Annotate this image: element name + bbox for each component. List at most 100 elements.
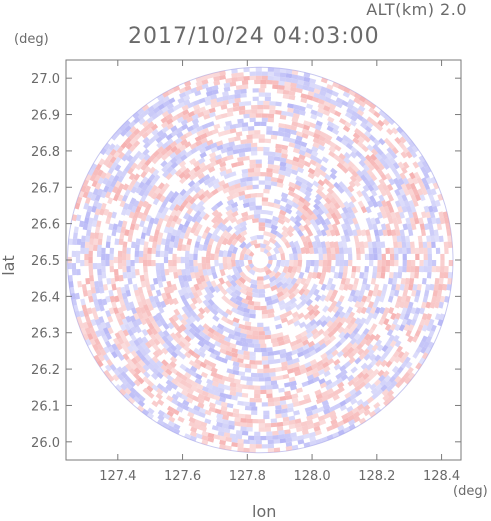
radar-cell: [146, 184, 154, 192]
radar-cell: [326, 425, 334, 432]
radar-cell: [359, 317, 367, 325]
radar-cell: [248, 268, 256, 276]
radar-cell: [141, 408, 150, 416]
radar-cell: [365, 154, 373, 162]
radar-cell: [307, 423, 315, 430]
radar-cell: [318, 277, 325, 285]
radar-cell: [183, 280, 190, 288]
radar-cell: [322, 329, 330, 337]
radar-cell: [165, 384, 173, 392]
radar-cell: [362, 372, 370, 380]
radar-cell: [253, 213, 261, 219]
radar-cell: [89, 327, 96, 335]
radar-cell: [288, 292, 296, 300]
radar-cell: [156, 360, 164, 368]
radar-cell: [411, 223, 417, 231]
radar-cell: [240, 246, 248, 255]
radar-cell: [99, 329, 106, 338]
radar-cell: [372, 200, 379, 208]
radar-cell: [225, 213, 234, 221]
radar-cell: [222, 375, 230, 382]
radar-cell: [269, 275, 277, 283]
radar-cell: [221, 295, 229, 303]
radar-cell: [226, 319, 234, 326]
radar-cell: [193, 170, 202, 178]
radar-cell: [402, 351, 410, 359]
radar-cell: [185, 286, 192, 294]
radar-cell: [296, 346, 305, 353]
radar-cell: [272, 430, 279, 436]
radar-cell: [117, 307, 124, 315]
radar-cell: [273, 439, 281, 444]
radar-cell: [437, 193, 444, 201]
radar-cell: [279, 165, 287, 172]
radar-cell: [399, 172, 407, 180]
radar-cell: [204, 144, 212, 151]
radar-cell: [132, 320, 139, 329]
radar-cell: [207, 432, 215, 439]
radar-cell: [335, 260, 340, 267]
radar-cell: [222, 187, 230, 194]
radar-cell: [167, 107, 175, 115]
radar-cell: [305, 277, 312, 285]
radar-cell: [162, 206, 170, 214]
radar-cell: [249, 163, 256, 169]
radar-cell: [296, 167, 305, 174]
radar-cell: [175, 157, 183, 165]
radar-cell: [430, 176, 437, 184]
radar-cell: [249, 71, 256, 76]
radar-cell: [432, 182, 439, 190]
radar-cell: [136, 336, 144, 345]
radar-cell: [186, 207, 194, 215]
radar-cell: [264, 427, 271, 432]
radar-cell: [162, 91, 170, 98]
radar-cell: [128, 301, 135, 309]
radar-cell: [203, 306, 211, 314]
radar-cell: [93, 214, 99, 222]
radar-cell: [94, 232, 100, 239]
radar-cell: [319, 314, 327, 323]
radar-cell: [112, 194, 120, 202]
radar-cell: [306, 208, 314, 216]
radar-cell: [251, 288, 259, 294]
radar-cell: [174, 148, 182, 156]
radar-cell: [214, 154, 223, 161]
radar-cell: [228, 98, 235, 104]
radar-cell: [255, 67, 262, 72]
radar-cell: [213, 234, 221, 243]
radar-cell: [125, 382, 133, 390]
radar-cell: [399, 211, 405, 219]
radar-cell: [73, 226, 79, 234]
radar-cell: [335, 97, 344, 104]
radar-cell: [273, 164, 281, 170]
radar-cell: [95, 349, 102, 357]
radar-cell: [408, 324, 415, 332]
radar-cell: [199, 425, 207, 432]
radar-cell: [171, 393, 179, 401]
radar-cell: [211, 204, 219, 212]
radar-cell: [159, 195, 166, 203]
radar-cell: [267, 75, 274, 81]
radar-cell: [253, 243, 261, 249]
radar-cell: [177, 416, 185, 423]
radar-cell: [206, 268, 213, 276]
radar-cell: [176, 116, 185, 124]
radar-cell: [307, 308, 316, 316]
radar-cell: [166, 395, 174, 402]
radar-cell: [344, 111, 353, 119]
radar-cell: [301, 85, 309, 91]
radar-cell: [273, 76, 281, 81]
radar-cell: [213, 123, 221, 130]
radar-cell: [375, 359, 383, 367]
radar-cell: [83, 202, 89, 210]
radar-cell: [263, 239, 271, 246]
radar-cell: [88, 244, 94, 251]
radar-cell: [421, 335, 428, 343]
radar-cell: [291, 266, 298, 274]
radar-cell: [368, 102, 377, 110]
radar-cell: [298, 149, 306, 156]
radar-cell: [406, 145, 414, 154]
radar-cell: [156, 129, 164, 137]
radar-cell: [220, 288, 228, 296]
radar-cell: [349, 317, 357, 325]
